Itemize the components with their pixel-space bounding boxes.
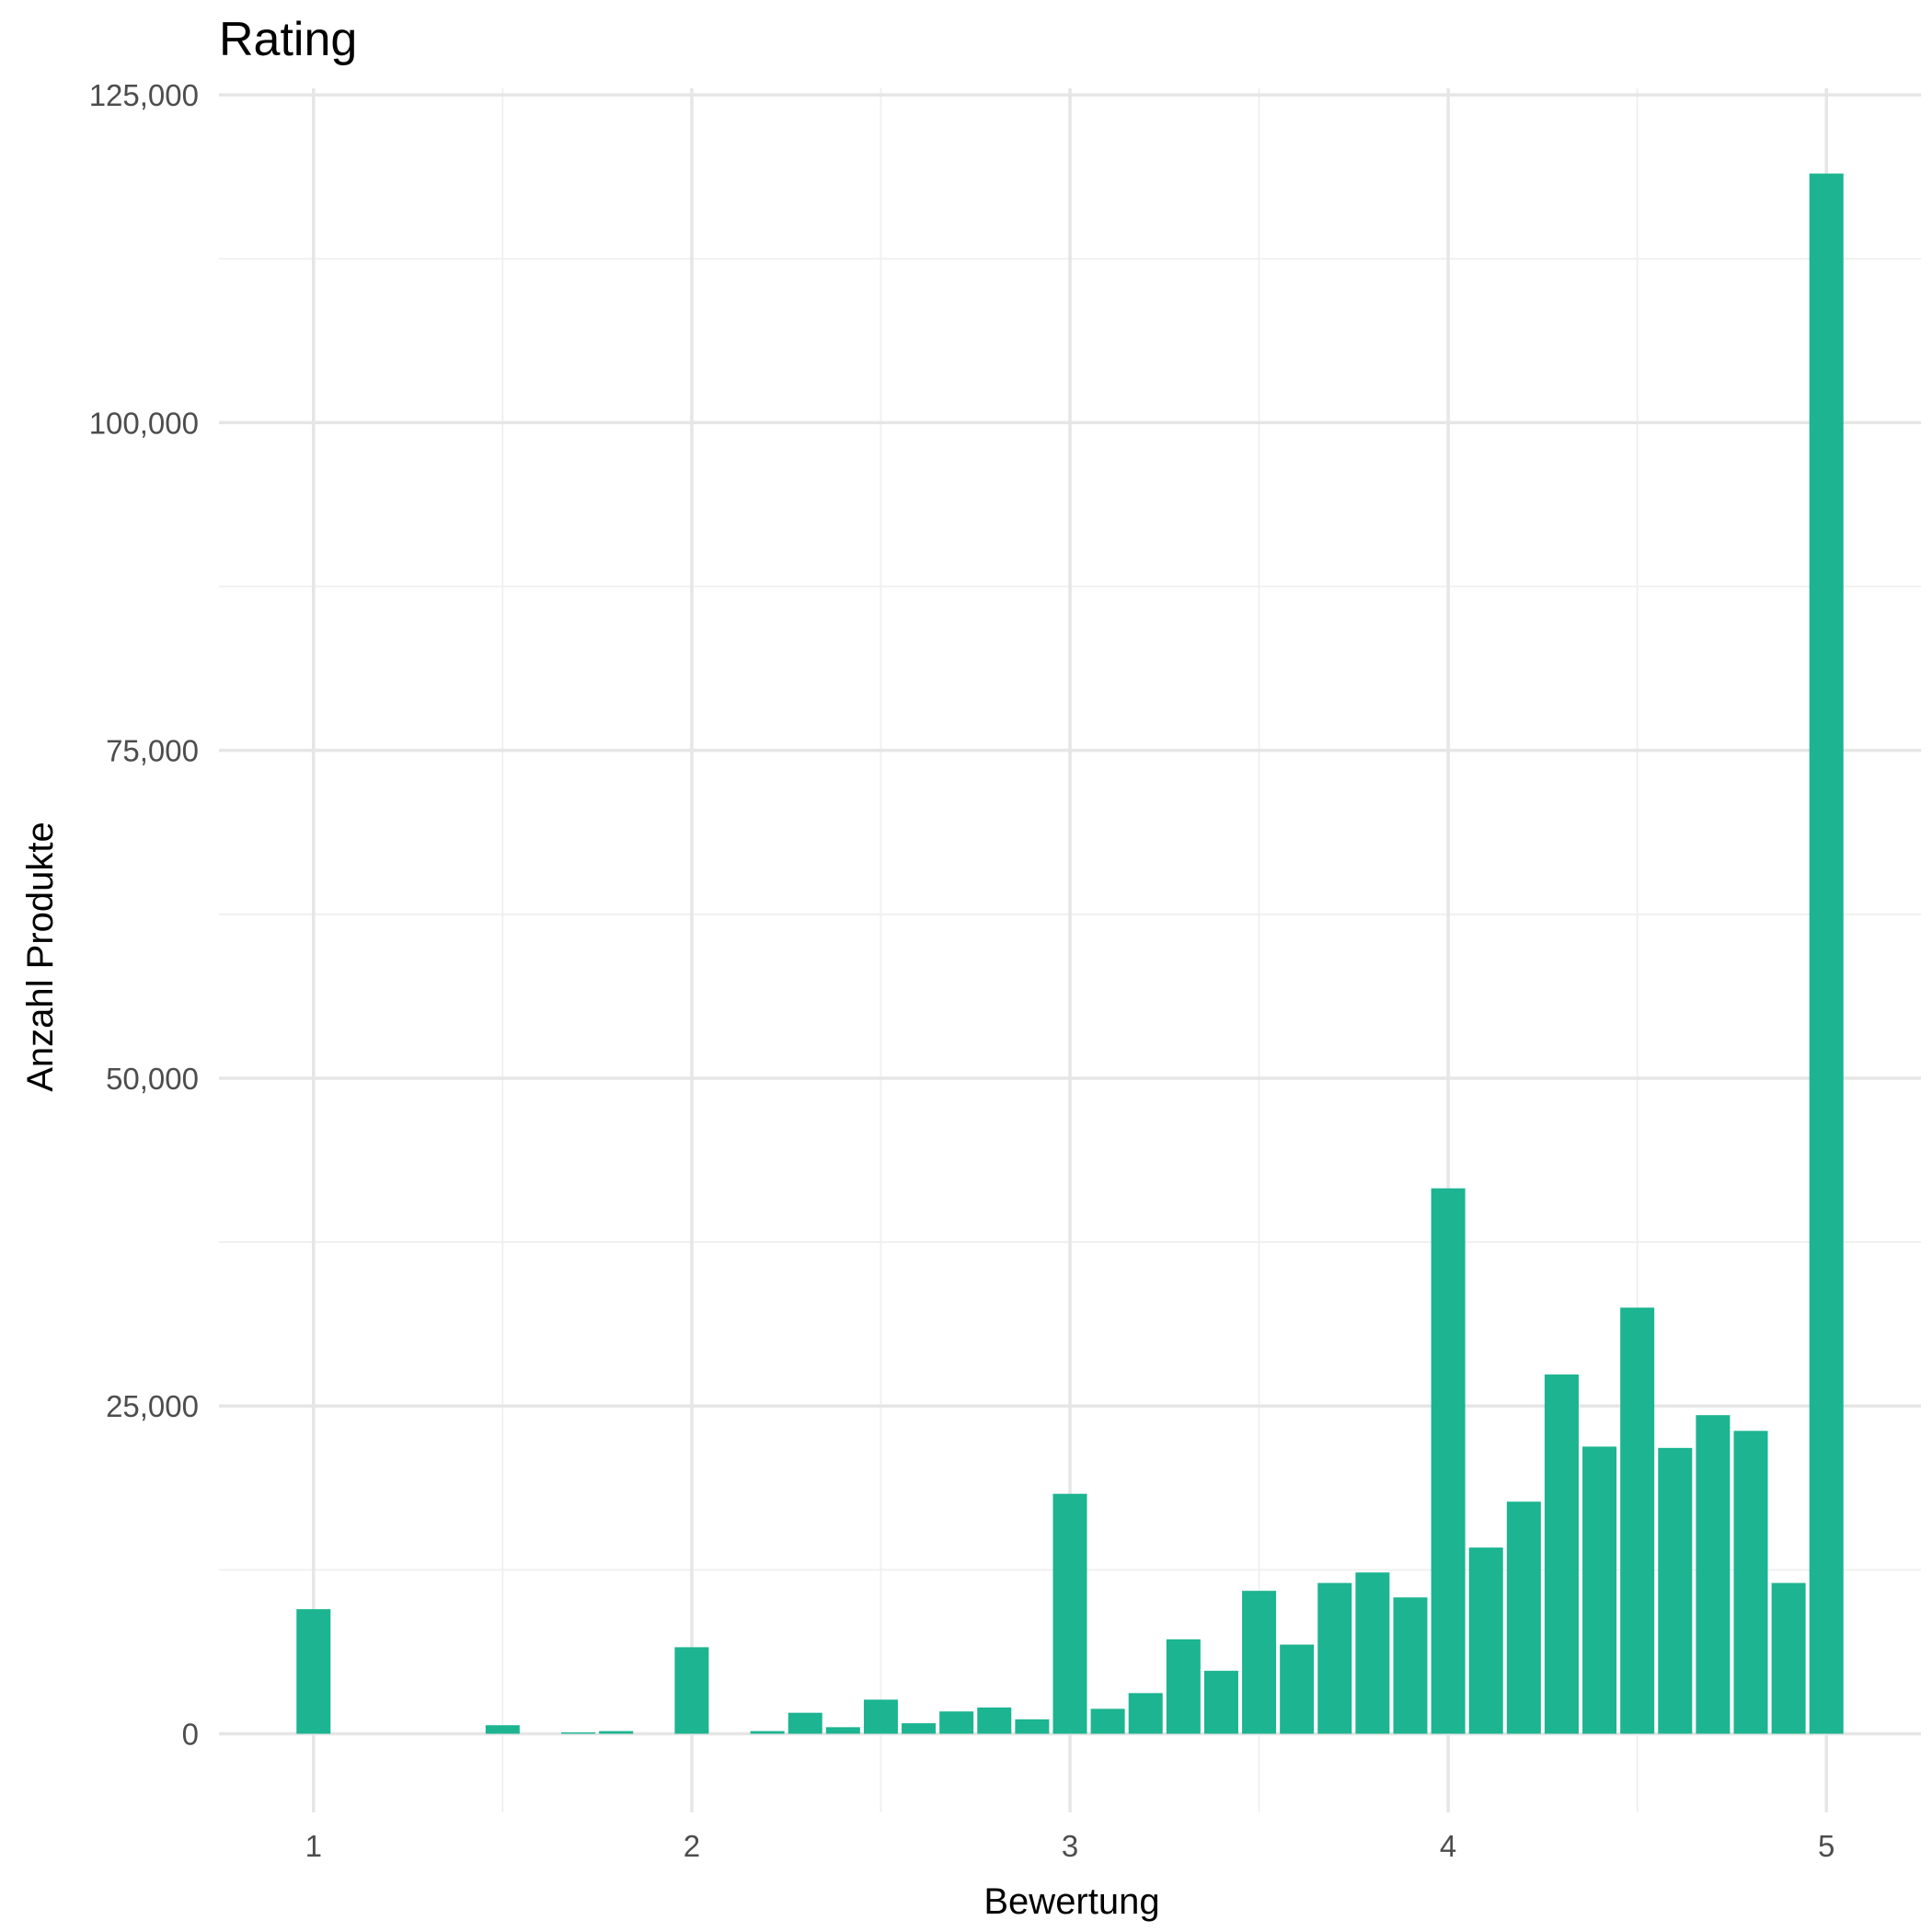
y-tick-label-5: 125,000 [89,78,199,112]
bar-3.2 [1128,1693,1163,1734]
bar-3.6 [1280,1644,1315,1734]
y-tick-label-1: 25,000 [106,1389,199,1423]
x-tick-label-2: 3 [1062,1829,1078,1863]
bar-2.0 [674,1647,709,1734]
x-tick-label-3: 4 [1440,1829,1456,1863]
x-axis-tick-labels: 1 2 3 4 5 [305,1829,1835,1863]
y-tick-label-2: 50,000 [106,1062,199,1096]
bar-2.3 [788,1712,822,1734]
bar-4.1 [1468,1547,1503,1734]
bar-4.6 [1658,1447,1693,1734]
bar-2.6 [902,1723,937,1734]
x-axis-title: Bewertung [983,1881,1159,1922]
y-tick-label-3: 75,000 [106,734,199,768]
y-axis-tick-labels: 0 25,000 50,000 75,000 100,000 125,000 [89,78,199,1751]
bar-3.5 [1242,1591,1277,1734]
bar-4.3 [1544,1374,1579,1734]
bar-1.0 [296,1609,331,1734]
y-tick-label-0: 0 [182,1717,199,1751]
bar-2.8 [977,1707,1012,1734]
bar-3.1 [1090,1708,1125,1734]
bar-3.8 [1355,1572,1390,1734]
bar-3.9 [1393,1597,1428,1734]
bar-2.7 [939,1711,974,1734]
bar-4.7 [1696,1415,1731,1734]
bar-4.9 [1771,1582,1806,1734]
bar-2.5 [863,1699,898,1734]
bar-2.4 [825,1727,860,1734]
bar-4.4 [1582,1446,1617,1734]
bar-2.9 [1015,1719,1050,1734]
bar-4.8 [1733,1431,1768,1734]
bar-3.7 [1317,1582,1352,1734]
x-tick-label-0: 1 [305,1829,322,1863]
bar-3.0 [1052,1493,1087,1734]
bar-1.8 [599,1731,634,1734]
bar-5.0 [1809,173,1844,1734]
bar-2.2 [750,1731,785,1734]
bar-3.3 [1166,1639,1201,1734]
chart-title: Rating [219,13,357,66]
x-tick-label-4: 5 [1818,1829,1834,1863]
bar-4.5 [1620,1307,1655,1734]
y-tick-label-4: 100,000 [89,406,199,440]
y-axis-title: Anzahl Produkte [20,822,61,1092]
bar-1.7 [561,1732,596,1734]
bar-4.2 [1506,1501,1541,1734]
bar-1.5 [485,1725,520,1734]
bar-4.0 [1431,1188,1466,1734]
x-tick-label-1: 2 [684,1829,700,1863]
bars [296,173,1844,1734]
bar-3.4 [1203,1671,1238,1734]
